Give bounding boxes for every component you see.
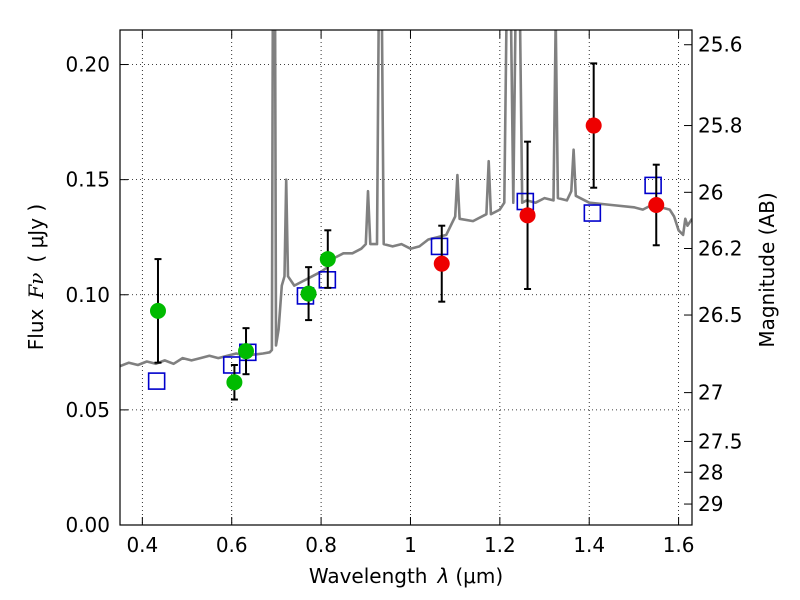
y-axis-symbol: Fν	[24, 273, 48, 300]
x-axis-label: Wavelength	[309, 564, 428, 588]
model-square-marker	[147, 372, 166, 390]
model-photometry-series	[147, 176, 662, 390]
y-tick-label: 0.10	[65, 283, 110, 307]
y-axis-title: Flux Fν ( μJy )	[24, 204, 48, 350]
x-tick-label: 0.6	[216, 533, 248, 557]
y-tick-label: 0.15	[65, 168, 110, 192]
model-square-marker	[583, 204, 602, 222]
model-square-marker	[222, 356, 241, 374]
near-IR-detections-series	[433, 62, 665, 303]
magnitude-tick-label: 27.5	[698, 429, 743, 453]
magnitude-tick-label: 26.5	[698, 303, 743, 327]
x-tick-label: 1	[404, 533, 417, 557]
y-tick-label: 0.00	[65, 513, 110, 537]
x-axis-title: Wavelength λ (μm)	[309, 564, 503, 588]
data-point	[433, 255, 450, 272]
magnitude-tick-label: 25.8	[698, 114, 743, 138]
x-axis-symbol: λ	[437, 564, 450, 588]
data-point	[585, 117, 602, 134]
magnitude-tick-label: 29	[698, 492, 723, 516]
y-tick-label: 0.05	[65, 398, 110, 422]
grid-lines	[120, 30, 692, 526]
magnitude-tick-label: 26.2	[698, 236, 743, 260]
model-square-marker	[644, 176, 662, 195]
x-tick-label: 0.4	[126, 533, 158, 557]
plot-frame	[119, 29, 693, 526]
magnitude-tick-label: 25.6	[698, 33, 743, 57]
y-axis-label: Flux	[24, 308, 48, 350]
y-tick-label: 0.20	[65, 53, 110, 77]
magnitude-tick-label: 27	[698, 381, 723, 405]
spectrum-line	[120, 30, 692, 368]
x-tick-label: 1.6	[663, 533, 695, 557]
data-point	[149, 302, 166, 319]
model-square-marker	[430, 237, 449, 256]
model-spectrum-series	[120, 30, 692, 368]
y-axis-right-title: Magnitude (AB)	[755, 192, 779, 347]
x-axis-unit: (μm)	[455, 564, 503, 588]
data-point	[300, 285, 317, 302]
data-point	[238, 343, 255, 360]
magnitude-tick-label: 26	[698, 180, 723, 204]
plot-data	[120, 30, 692, 401]
x-tick-label: 1.2	[484, 533, 516, 557]
x-tick-label: 1.4	[573, 533, 605, 557]
x-axis: 0.4 0.6 0.8 1 1.2 1.4 1.6	[126, 30, 695, 557]
data-point	[226, 374, 243, 391]
y-axis-right-magnitude: 25.6 25.8 26 26.2 26.5 27 27.5 28 29	[684, 33, 743, 516]
y-axis-left: 0.00 0.05 0.10 0.15 0.20	[65, 53, 128, 537]
data-point	[319, 251, 336, 268]
data-point	[648, 196, 665, 213]
magnitude-tick-label: 28	[698, 460, 723, 484]
y-axis-unit: ( μJy )	[24, 204, 48, 263]
x-tick-label: 0.8	[305, 533, 337, 557]
data-point	[519, 207, 536, 224]
optical-detections-series	[149, 229, 336, 401]
